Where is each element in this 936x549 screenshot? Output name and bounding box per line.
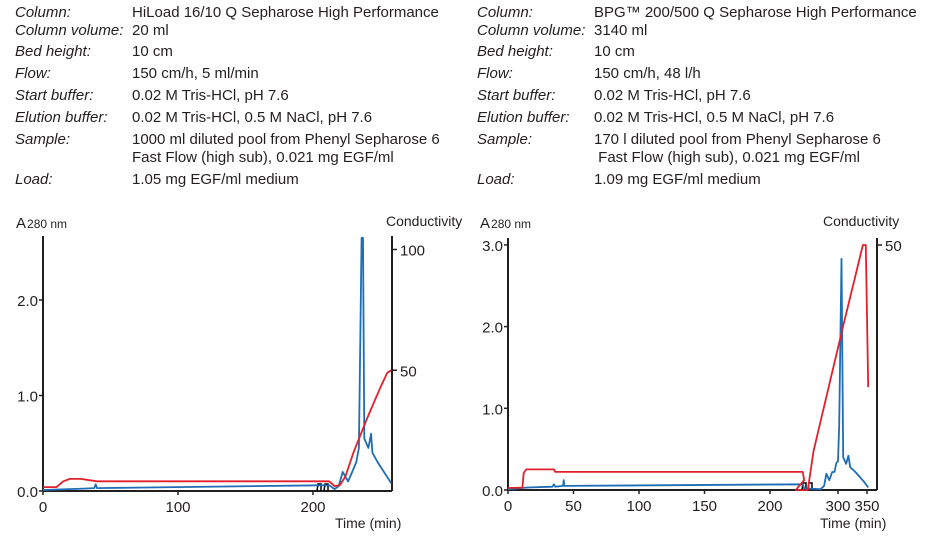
param-value: 20 ml [132,22,169,39]
param-label: Elution buffer: [15,109,108,126]
param-label: Column volume: [15,22,124,39]
fraction-marker [801,482,807,491]
y-axis-label-sub: 280 nm [27,217,67,231]
param-value: 3140 ml [594,22,648,39]
y-axis-label-sub: 280 nm [491,217,531,231]
x-tick-label: 0 [39,499,47,516]
param-value: 1000 ml diluted pool from Phenyl Sepharo… [132,131,440,148]
param-value: 0.02 M Tris-HCl, pH 7.6 [132,87,289,104]
y2-axis-label: Conductivity [386,213,462,229]
param-value: BPG™ 200/500 Q Sepharose High Performanc… [594,4,917,21]
y-tick-label: 3.0 [482,238,503,255]
y-axis-label: A280 nm [480,215,531,232]
x-tick-label: 0 [504,498,512,515]
y-tick-label: 2.0 [17,293,38,310]
x-tick-label: 350 [854,498,879,515]
x-axis-label: Time (min) [820,515,886,531]
param-value: 150 cm/h, 48 l/h [594,65,701,82]
param-label: Flow: [15,65,51,82]
conductivity-line [43,369,392,489]
param-value: 170 l diluted pool from Phenyl Sepharose… [594,131,881,148]
chart-2: 0.0 1.0 2.0 3.0 50 0 50 100 150 200 300 350 A280 nm C… [480,213,902,531]
param-value: 0.02 M Tris-HCl, 0.5 M NaCl, pH 7.6 [594,109,835,126]
y2-tick-label: 100 [400,243,425,260]
param-value-continued: Fast Flow (high sub), 0.021 mg EGF/ml [594,149,860,166]
param-label: Sample: [477,131,533,148]
y-tick-label: 1.0 [17,389,38,406]
param-label: Bed height: [15,43,91,60]
param-label: Bed height: [477,43,553,60]
param-value: 150 cm/h, 5 ml/min [132,65,259,82]
y-tick-label: 0.0 [482,483,503,500]
x-tick-label: 200 [757,498,782,515]
param-value: 1.05 mg EGF/ml medium [132,171,299,188]
chart-1: 0.0 1.0 2.0 50 100 0 100 200 A280 nm Conductivity… [16,213,462,531]
x-tick-label: 100 [165,499,190,516]
y-axis-label: A280 nm [16,215,67,232]
absorbance-line [507,257,869,491]
x-tick-label: 100 [626,498,651,515]
y2-tick-label: 50 [400,363,417,380]
param-value: 1.09 mg EGF/ml medium [594,171,761,188]
param-label: Start buffer: [477,87,556,104]
param-label: Load: [477,171,515,188]
param-value: 10 cm [132,43,173,60]
param-value: 0.02 M Tris-HCl, 0.5 M NaCl, pH 7.6 [132,109,373,126]
param-label: Column volume: [477,22,586,39]
param-label: Column: [477,4,533,21]
param-value: 10 cm [594,43,635,60]
absorbance-line [42,236,393,491]
param-value: 0.02 M Tris-HCl, pH 7.6 [594,87,751,104]
x-tick-label: 50 [565,498,582,515]
param-label: Elution buffer: [477,109,570,126]
x-tick-label: 300 [825,498,850,515]
param-label: Load: [15,171,53,188]
conductivity-line [507,244,870,491]
y2-tick-label: 50 [885,238,902,255]
param-label: Sample: [15,131,71,148]
x-axis-label: Time (min) [335,515,401,531]
param-label: Flow: [477,65,513,82]
y-axis-label-main: A [480,215,490,232]
y-tick-label: 0.0 [17,484,38,501]
param-value: HiLoad 16/10 Q Sepharose High Performanc… [132,4,439,21]
param-label: Column: [15,4,71,21]
fraction-marker [323,483,329,492]
y-tick-label: 1.0 [482,401,503,418]
param-value-continued: Fast Flow (high sub), 0.021 mg EGF/ml [132,149,394,166]
param-label: Start buffer: [15,87,94,104]
fraction-marker [316,483,322,492]
x-tick-label: 200 [300,499,325,516]
x-tick-label: 150 [692,498,717,515]
y-tick-label: 2.0 [482,320,503,337]
y-axis-label-main: A [16,215,26,232]
y2-axis-label: Conductivity [823,213,899,229]
